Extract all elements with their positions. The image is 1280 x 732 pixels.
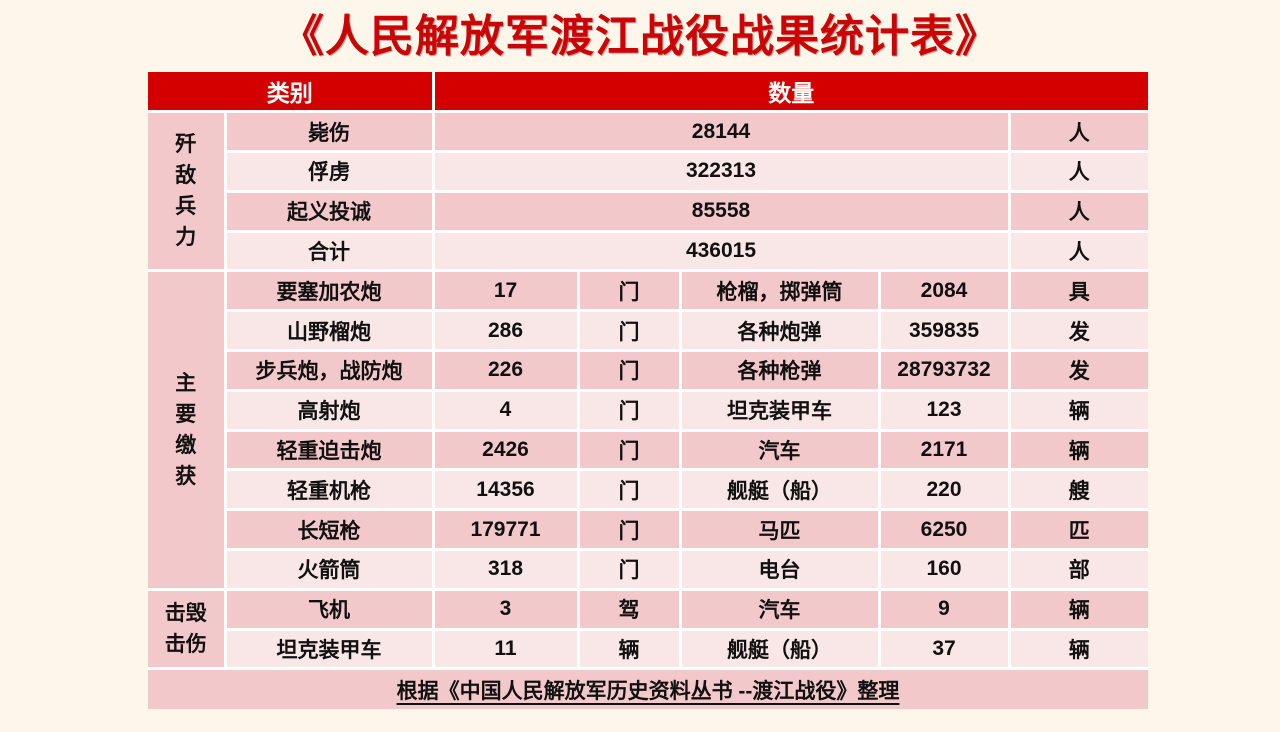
row-value-cell: 28144: [431, 110, 1011, 154]
header-cell-quantity: 数量: [431, 70, 1150, 114]
row-unit-cell: 门: [576, 309, 682, 353]
row-value-cell: 14356: [431, 468, 580, 512]
row-label-cell: 要塞加农炮: [223, 269, 435, 313]
row-value-cell: 286: [431, 309, 580, 353]
row-value-cell: 436015: [431, 229, 1011, 273]
row-unit-cell: 人: [1007, 229, 1150, 273]
row-unit-cell: 门: [576, 388, 682, 432]
row-unit-cell: 驾: [576, 587, 682, 631]
table-row: 火箭筒 318 门 电台 160 部: [148, 548, 1150, 591]
row-value-cell: 11: [431, 627, 580, 671]
table-row: 轻重机枪 14356 门 舰艇（船） 220 艘: [148, 468, 1150, 512]
row-label2-cell: 各种炮弹: [678, 309, 881, 353]
section-stub-annihilated: 歼 敌 兵 力: [146, 110, 227, 273]
table-row: 主 要 缴 获 要塞加农炮 17 门 枪榴，掷弹筒 2084 具: [146, 269, 1150, 591]
row-value-cell: 4: [431, 388, 580, 432]
row-value2-cell: 160: [877, 548, 1011, 591]
row-unit2-cell: 辆: [1007, 388, 1150, 432]
row-value-cell: 17: [431, 269, 580, 313]
table-row: 长短枪 179771 门 马匹 6250 匹: [148, 508, 1150, 552]
row-value2-cell: 9: [877, 587, 1011, 631]
row-unit2-cell: 辆: [1007, 587, 1150, 631]
row-value2-cell: 220: [877, 468, 1011, 512]
row-unit2-cell: 具: [1007, 269, 1150, 313]
row-value-cell: 85558: [431, 189, 1011, 233]
row-unit2-cell: 辆: [1007, 428, 1150, 472]
table-row: 歼 敌 兵 力 毙伤 28144 人: [146, 110, 1150, 273]
row-value-cell: 2426: [431, 428, 580, 472]
row-value-cell: 226: [431, 349, 580, 392]
row-label2-cell: 各种枪弹: [678, 349, 881, 392]
table-row: 轻重迫击炮 2426 门 汽车 2171 辆: [148, 428, 1150, 472]
row-unit-cell: 辆: [576, 627, 682, 671]
row-value2-cell: 28793732: [877, 349, 1011, 392]
row-value2-cell: 6250: [877, 508, 1011, 552]
row-unit2-cell: 艘: [1007, 468, 1150, 512]
row-unit-cell: 门: [576, 428, 682, 472]
row-label2-cell: 舰艇（船）: [678, 627, 881, 671]
section-stub-destroyed: 击毁 击伤: [146, 587, 227, 671]
row-value-cell: 318: [431, 548, 580, 591]
row-label-cell: 毙伤: [223, 110, 435, 154]
footer-source-text: 根据《中国人民解放军历史资料丛书 --渡江战役》整理: [396, 679, 900, 703]
row-unit-cell: 人: [1007, 150, 1150, 193]
table-row: 起义投诚 85558 人: [148, 189, 1150, 233]
row-label2-cell: 枪榴，掷弹筒: [678, 269, 881, 313]
row-label-cell: 轻重迫击炮: [223, 428, 435, 472]
row-label-cell: 山野榴炮: [223, 309, 435, 353]
row-label2-cell: 电台: [678, 548, 881, 591]
row-value2-cell: 123: [877, 388, 1011, 432]
table-row: 坦克装甲车 11 辆 舰艇（船） 37 辆: [148, 627, 1150, 671]
row-label2-cell: 舰艇（船）: [678, 468, 881, 512]
row-unit2-cell: 部: [1007, 548, 1150, 591]
row-label-cell: 合计: [223, 229, 435, 273]
row-unit-cell: 门: [576, 269, 682, 313]
table-row: 击毁 击伤 飞机 3 驾 汽车 9 辆: [146, 587, 1150, 671]
footer-source-cell: 根据《中国人民解放军历史资料丛书 --渡江战役》整理: [146, 667, 1150, 711]
stats-table: 类别 数量 歼 敌 兵 力 毙伤 28144 人 俘虏 322313 人 起义投…: [146, 70, 1150, 711]
row-value2-cell: 37: [877, 627, 1011, 671]
row-label-cell: 高射炮: [223, 388, 435, 432]
row-unit2-cell: 辆: [1007, 627, 1150, 671]
row-label-cell: 坦克装甲车: [223, 627, 435, 671]
row-label-cell: 起义投诚: [223, 189, 435, 233]
row-value-cell: 322313: [431, 150, 1011, 193]
table-row: 高射炮 4 门 坦克装甲车 123 辆: [148, 388, 1150, 432]
row-unit-cell: 人: [1007, 110, 1150, 154]
slide: 《人民解放军渡江战役战果统计表》 类别 数量 歼 敌 兵 力 毙伤 28144 …: [0, 12, 1280, 711]
table-row: 俘虏 322313 人: [148, 150, 1150, 193]
row-unit2-cell: 发: [1007, 309, 1150, 353]
row-unit-cell: 门: [576, 548, 682, 591]
header-cell-category: 类别: [146, 70, 435, 114]
row-value2-cell: 2084: [877, 269, 1011, 313]
row-label2-cell: 汽车: [678, 587, 881, 631]
table-header-row: 类别 数量: [146, 70, 1150, 114]
page-title: 《人民解放军渡江战役战果统计表》: [280, 12, 1000, 61]
row-label2-cell: 坦克装甲车: [678, 388, 881, 432]
row-unit-cell: 门: [576, 468, 682, 512]
row-label-cell: 俘虏: [223, 150, 435, 193]
table-row: 山野榴炮 286 门 各种炮弹 359835 发: [148, 309, 1150, 353]
row-unit-cell: 门: [576, 349, 682, 392]
row-label-cell: 长短枪: [223, 508, 435, 552]
row-unit2-cell: 发: [1007, 349, 1150, 392]
row-label-cell: 飞机: [223, 587, 435, 631]
row-value2-cell: 359835: [877, 309, 1011, 353]
row-label-cell: 火箭筒: [223, 548, 435, 591]
row-value-cell: 179771: [431, 508, 580, 552]
table-row: 步兵炮，战防炮 226 门 各种枪弹 28793732 发: [148, 349, 1150, 392]
row-value-cell: 3: [431, 587, 580, 631]
section-stub-captured: 主 要 缴 获: [146, 269, 227, 591]
table-footer-row: 根据《中国人民解放军历史资料丛书 --渡江战役》整理: [146, 667, 1150, 711]
row-label-cell: 轻重机枪: [223, 468, 435, 512]
row-unit-cell: 人: [1007, 189, 1150, 233]
row-label2-cell: 马匹: [678, 508, 881, 552]
table-row: 合计 436015 人: [148, 229, 1150, 273]
row-label-cell: 步兵炮，战防炮: [223, 349, 435, 392]
row-value2-cell: 2171: [877, 428, 1011, 472]
row-unit-cell: 门: [576, 508, 682, 552]
row-label2-cell: 汽车: [678, 428, 881, 472]
row-unit2-cell: 匹: [1007, 508, 1150, 552]
